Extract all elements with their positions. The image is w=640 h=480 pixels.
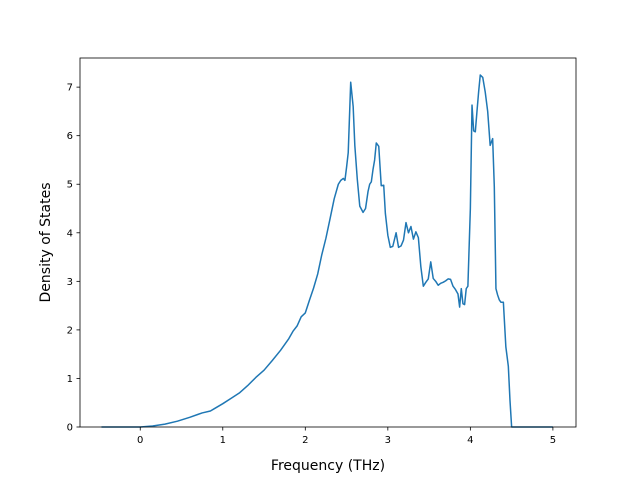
y-tick-label: 7 [67, 83, 73, 94]
y-tick-label: 0 [67, 423, 73, 434]
ticks-layer: 0 1 2 3 4 5 0 1 2 3 4 5 6 7 [67, 83, 556, 446]
y-tick-label: 4 [67, 228, 73, 239]
plot-layer [101, 74, 553, 428]
y-tick-label: 3 [67, 277, 73, 288]
y-axis-label: Density of States [38, 183, 54, 303]
x-tick-label: 3 [385, 435, 391, 446]
x-tick-label: 2 [302, 435, 308, 446]
y-tick-label: 2 [67, 325, 73, 336]
x-tick-label: 5 [550, 435, 556, 446]
x-tick-label: 0 [137, 435, 143, 446]
plot-frame [79, 57, 577, 428]
y-tick-label: 1 [67, 374, 73, 385]
x-axis-label: Frequency (THz) [271, 458, 385, 474]
x-tick-label: 1 [220, 435, 226, 446]
dos-series-line-0 [101, 74, 553, 428]
x-tick-label: 4 [467, 435, 473, 446]
y-tick-label: 6 [67, 131, 73, 142]
y-tick-label: 5 [67, 180, 73, 191]
